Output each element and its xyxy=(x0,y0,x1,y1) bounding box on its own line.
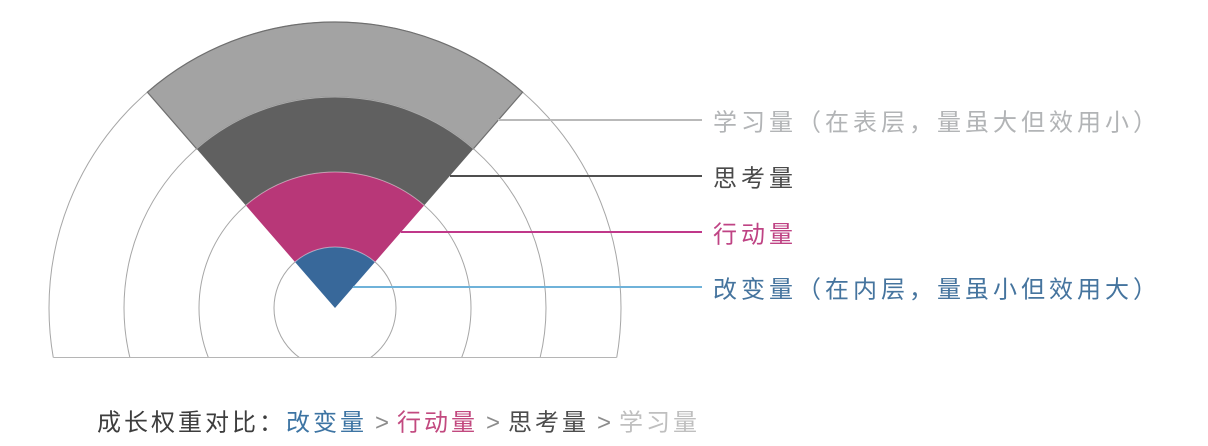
label-learning: 学习量（在表层，量虽大但效用小） xyxy=(713,109,1161,137)
caption-separator-2: > xyxy=(486,409,501,437)
caption-separator-1: > xyxy=(375,409,390,437)
boundary-arc-outer xyxy=(196,96,474,150)
sector-action-band xyxy=(245,172,425,262)
boundary-arc-middle xyxy=(245,171,425,206)
label-change: 改变量（在内层，量虽小但效用大） xyxy=(713,276,1161,304)
caption-rank-learning: 学习量 xyxy=(619,409,701,437)
caption-rank-change: 改变量 xyxy=(286,409,367,437)
sector-thinking-band xyxy=(196,97,474,206)
caption-rank-action: 行动量 xyxy=(397,409,479,437)
band-separators xyxy=(196,96,474,263)
label-action: 行动量 xyxy=(713,221,797,249)
caption-prefix: 成长权重对比： xyxy=(97,409,286,437)
boundary-arc-inner xyxy=(294,246,376,263)
ranking-caption: 成长权重对比：改变量 > 行动量 > 思考量 > 学习量 xyxy=(97,403,700,438)
sector-change-wedge xyxy=(294,246,376,308)
label-thinking: 思考量 xyxy=(713,165,797,193)
caption-separator-3: > xyxy=(597,409,612,437)
caption-rank-thinking: 思考量 xyxy=(508,409,590,437)
